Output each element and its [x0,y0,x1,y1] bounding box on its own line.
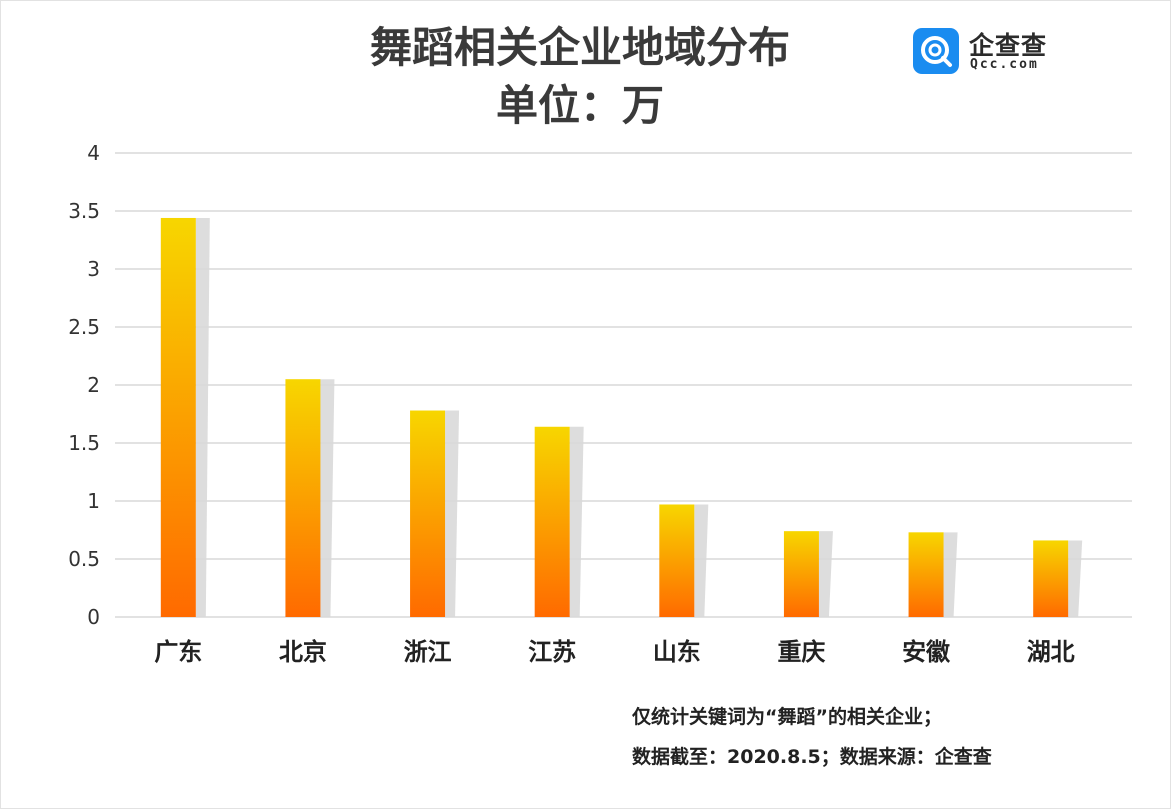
chart-subtitle: 单位：万 [495,81,664,130]
x-tick-label-3: 江苏 [528,638,576,666]
x-axis-labels: 广东 北京 浙江 江苏 山东 重庆 安徽 湖北 [154,638,1074,666]
y-tick-label-8: 4 [87,141,100,165]
bar-shadow-1 [320,379,335,617]
y-tick-label-2: 1 [87,489,100,513]
bar-shadow-6 [943,532,958,617]
note-scope: 仅统计关键词为“舞蹈”的相关企业； [632,706,942,728]
logo-name: 企查查 [969,31,1048,60]
y-tick-label-3: 1.5 [68,431,100,455]
bar-5 [783,531,819,617]
bar-7 [1033,540,1069,617]
y-axis-ticks: 0 0.5 1 1.5 2 2.5 3 3.5 4 [68,141,100,629]
y-tick-label-7: 3.5 [68,199,100,223]
chart-title: 舞蹈相关企业地域分布 [369,23,790,72]
y-tick-label-5: 2.5 [68,315,100,339]
y-tick-label-0: 0 [87,605,100,629]
grid-lines [115,152,1132,618]
qcc-logo: 企查查 Qcc.com [913,26,1073,78]
qcc-badge-icon [913,28,959,74]
bar-shadow-4 [694,504,709,617]
x-tick-label-5: 重庆 [777,638,825,666]
x-tick-label-7: 湖北 [1027,638,1075,666]
bar-shadow-0 [195,217,210,617]
x-tick-label-4: 山东 [653,638,701,666]
bar-1 [285,379,321,617]
x-tick-label-6: 安徽 [902,638,951,666]
x-tick-label-0: 广东 [154,638,202,666]
note-source: 数据截至：2020.8.5；数据来源：企查查 [632,746,992,768]
bar-shadow-3 [569,426,584,617]
bars [160,217,1083,617]
y-tick-label-1: 0.5 [68,547,100,571]
bar-shadow-5 [818,531,833,617]
logo-domain: Qcc.com [970,57,1039,72]
bar-0 [160,217,196,617]
y-tick-label-6: 3 [87,257,100,281]
bar-shadow-2 [445,410,460,617]
bar-shadow-7 [1068,540,1083,617]
bar-3 [534,426,570,617]
bar-4 [659,504,695,617]
bar-2 [410,410,446,617]
x-tick-label-1: 北京 [279,638,327,666]
bar-6 [908,532,944,617]
x-tick-label-2: 浙江 [404,638,452,666]
y-tick-label-4: 2 [87,373,100,397]
